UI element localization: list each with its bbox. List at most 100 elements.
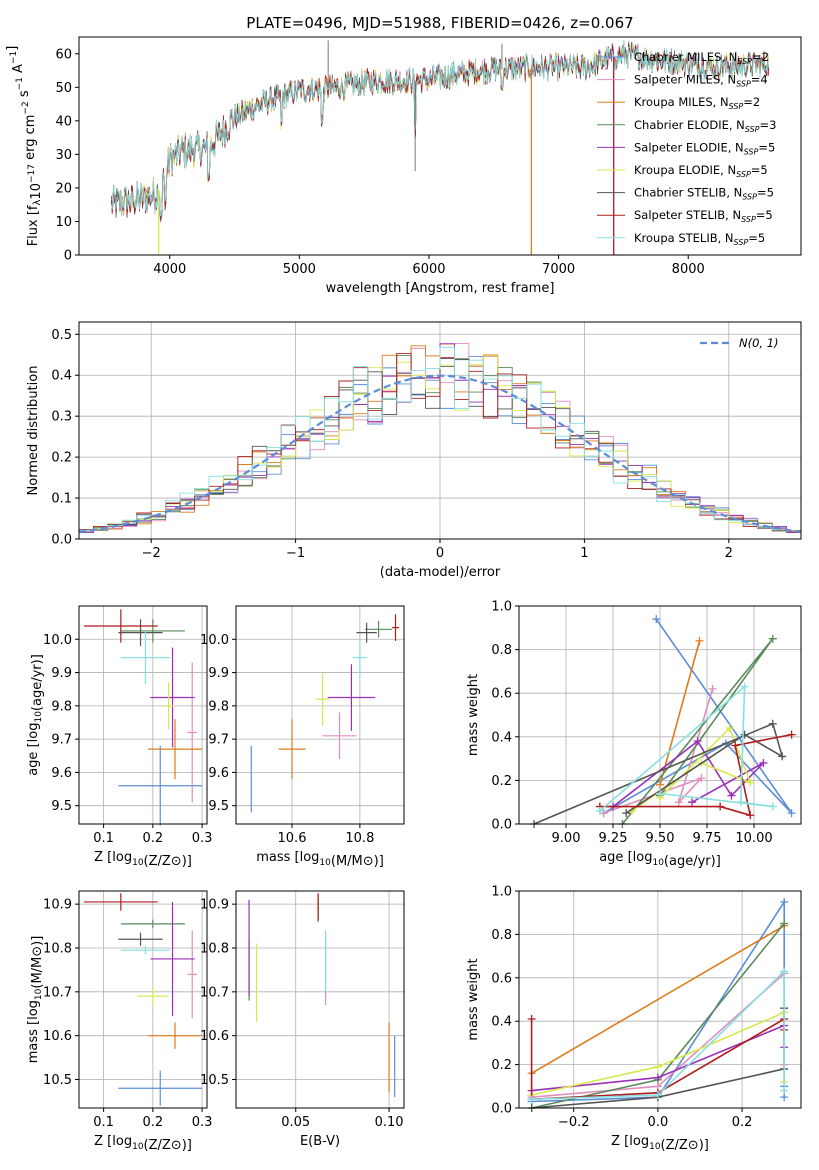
figure-title: PLATE=0496, MJD=51988, FIBERID=0426, z=0… [246,14,633,32]
mass-weight-point [695,636,704,645]
y-tick-label: 10 [55,215,72,230]
age-vs-mass-panel: 10.6 10.8 9.5 9.6 9.7 9.8 9.9 10.0 mass [log10(M… [200,605,405,869]
y-tick-label: 0.1 [51,492,72,507]
legend-entry: Salpeter STELIB, NSSP=5 [634,208,773,224]
x-tick-label: 5000 [283,262,316,277]
axes-frame [78,890,208,1109]
mass-weight-point [653,1073,662,1082]
mass-weight-point [653,1090,662,1099]
legend-entry: Salpeter ELODIE, NSSP=5 [634,140,775,156]
y-tick-label: 0.8 [491,643,512,658]
mass-weight-point [595,806,604,815]
y-axis-label: mass weight [466,958,481,1040]
x-tick-label: 9.75 [693,831,722,846]
y-tick-label: 20 [55,181,72,196]
x-tick-label: 10.00 [735,831,772,846]
mass-weight-point [527,1015,536,1024]
grid [236,606,404,824]
y-tick-label: 10.5 [200,1073,229,1088]
x-tick-label: 0.10 [375,1115,404,1130]
mass-weight-point [687,798,696,807]
mass-weight-vs-Z-panel: −0.2 0.0 0.2 0.0 0.2 0.4 0.6 0.8 1.0 Z [log10(Z/Z… [466,885,802,1153]
x-axis-label: Z [log10(Z/Z⊙)] [94,1134,192,1153]
y-tick-label: 9.6 [208,766,229,781]
legend-entry: Chabrier ELODIE, NSSP=3 [634,118,776,134]
y-tick-label: 9.9 [51,666,72,681]
mass-weight-point [780,1086,789,1095]
y-tick-label: 0.0 [491,818,512,833]
y-axis-label: mass [log10(M/M⊙)] [26,936,45,1064]
mass-weight-point [725,724,734,733]
x-tick-label: 0.05 [281,1115,310,1130]
mass-weight-point [731,741,740,750]
mass-vs-Z-panel: 0.1 0.2 0.3 10.5 10.6 10.7 10.8 10.9 Z [log10(Z/… [26,890,213,1153]
legend-entry: Salpeter MILES, NSSP=4 [634,73,768,89]
y-tick-label: 60 [55,47,72,62]
spectrum-lines [111,40,769,255]
y-tick-label: 0.4 [491,730,512,745]
mass-weight-point [740,730,749,739]
x-tick-label: −1 [286,546,305,561]
histogram-series-line [79,352,801,533]
x-tick-label: 9.25 [599,831,628,846]
y-tick-label: 0.5 [51,328,72,343]
y-tick-label: 10.6 [200,1029,229,1044]
y-axis-label: mass weight [466,674,481,756]
x-tick-label: 10.8 [345,831,374,846]
x-tick-label: 0.3 [192,831,213,846]
x-tick-label: 0.1 [93,1115,114,1130]
x-tick-label: −0.2 [558,1115,590,1130]
y-tick-label: 1.0 [491,600,512,615]
mass-weight-point [768,634,777,643]
y-tick-label: 9.7 [208,733,229,748]
y-tick-label: 0.4 [491,1015,512,1030]
mass-weight-point [622,809,631,818]
x-tick-label: −2 [142,546,161,561]
y-tick-label: 10.9 [200,898,229,913]
grid [519,890,801,1109]
mass-weight-point [656,780,664,789]
legend: Chabrier MILES, NSSP=2 Salpeter MILES, NS… [597,50,776,247]
y-tick-label: 9.5 [51,799,72,814]
mass-weight-vs-age-panel: 9.00 9.25 9.50 9.75 10.00 0.0 0.2 0.4 0.6 0.8 1.0 a… [466,600,802,869]
axes-frame [518,605,802,825]
y-tick-label: 0.2 [491,1058,512,1073]
y-tick-label: 0.4 [51,369,72,384]
legend-entry: N(0, 1) [739,336,779,350]
mass-weight-point [697,774,706,783]
y-tick-label: 9.7 [51,733,72,748]
grid [236,891,404,1108]
mass-weight-point [653,1062,662,1071]
x-tick-label: 0.3 [192,1115,213,1130]
x-axis-label: Z [log10(Z/Z⊙)] [94,850,192,869]
histogram-lines [79,343,801,533]
x-tick-label: 8000 [672,262,705,277]
y-tick-label: 0.3 [51,410,72,425]
x-tick-label: 0.2 [143,1115,164,1130]
mass-weight-series-line [621,638,774,825]
y-tick-label: 0.2 [51,451,72,466]
y-tick-label: 9.9 [208,666,229,681]
residuals-panel: −2 −1 0 1 2 0.0 0.1 0.2 0.3 0.4 0.5 (data-model)/er… [26,321,802,580]
mass-weight-series-line [659,640,701,786]
legend-entry: Kroupa MILES, NSSP=2 [634,95,760,111]
y-tick-label: 10.7 [200,985,229,1000]
y-tick-label: 10.7 [43,985,72,1000]
x-axis-label: age [log10(age/yr)] [599,850,721,869]
mass-weight-point [652,615,661,624]
x-tick-label: 2 [725,546,733,561]
x-axis-label: mass [log10(M/M⊙)] [256,850,384,869]
axes-frame [518,890,802,1109]
mass-weight-point [716,802,725,811]
mass-weight-point [759,758,768,767]
mass-weight-point [736,798,745,807]
gaussian-reference-line [79,374,801,533]
y-axis-label: age [log10(age/yr)] [26,654,45,776]
x-tick-label: 0 [436,546,444,561]
y-tick-label: 0.0 [51,533,72,548]
mass-weight-point [746,778,755,787]
mass-weight-point [746,811,755,820]
y-tick-label: 10.9 [43,898,72,913]
y-tick-label: 9.5 [208,799,229,814]
mass-weight-series-line [603,618,793,814]
